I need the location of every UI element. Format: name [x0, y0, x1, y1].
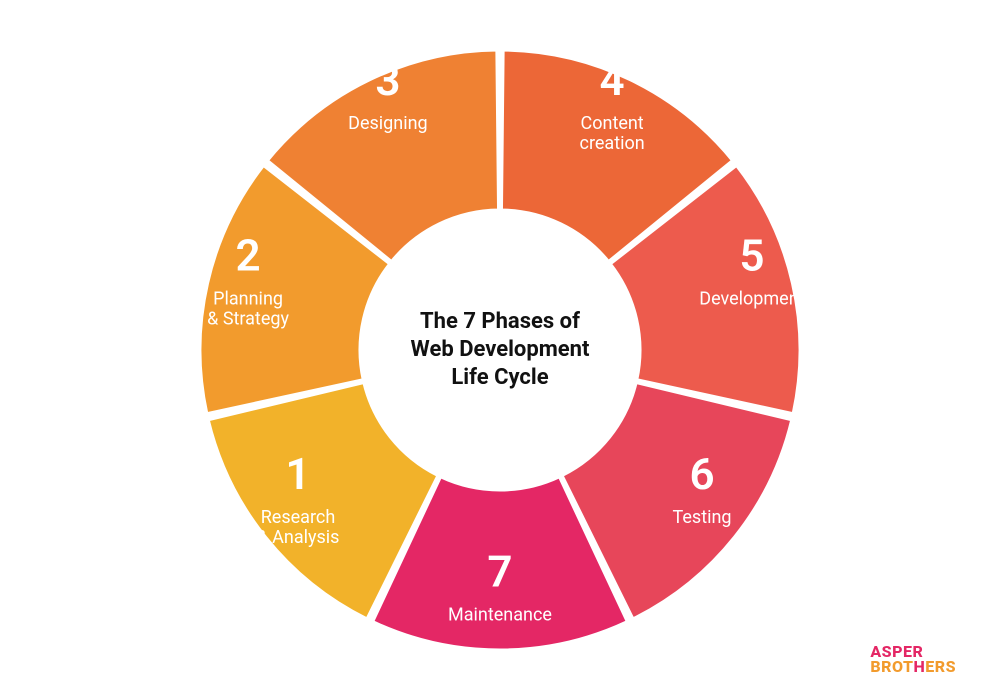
center-title-line: The 7 Phases of [370, 308, 630, 336]
brand-logo: ASPER BROTHERS [870, 644, 956, 674]
segment-number: 7 [487, 545, 512, 597]
segment-number: 3 [375, 54, 400, 106]
segment-label: Content [581, 113, 644, 134]
segment-label: Research [261, 507, 336, 528]
segment-label: Testing [673, 507, 732, 528]
segment-label: Development [699, 289, 804, 310]
segment-label: Planning [213, 289, 283, 310]
center-title-line: Web Development [370, 336, 630, 364]
segment-number: 2 [236, 230, 261, 282]
center-title-line: Life Cycle [370, 364, 630, 392]
center-title: The 7 Phases ofWeb DevelopmentLife Cycle [370, 308, 630, 392]
segment-number: 1 [285, 448, 310, 500]
segment-label: Designing [348, 113, 428, 134]
logo-line-2: BROTHERS [870, 659, 956, 674]
segment-number: 6 [689, 448, 714, 500]
segment-label: creation [580, 133, 645, 154]
segment-number: 5 [739, 230, 764, 282]
segment-label: Maintenance [448, 604, 552, 625]
segment-number: 4 [600, 54, 625, 106]
segment-label: & Strategy [207, 309, 289, 330]
segment-label: & Analysis [256, 527, 339, 548]
